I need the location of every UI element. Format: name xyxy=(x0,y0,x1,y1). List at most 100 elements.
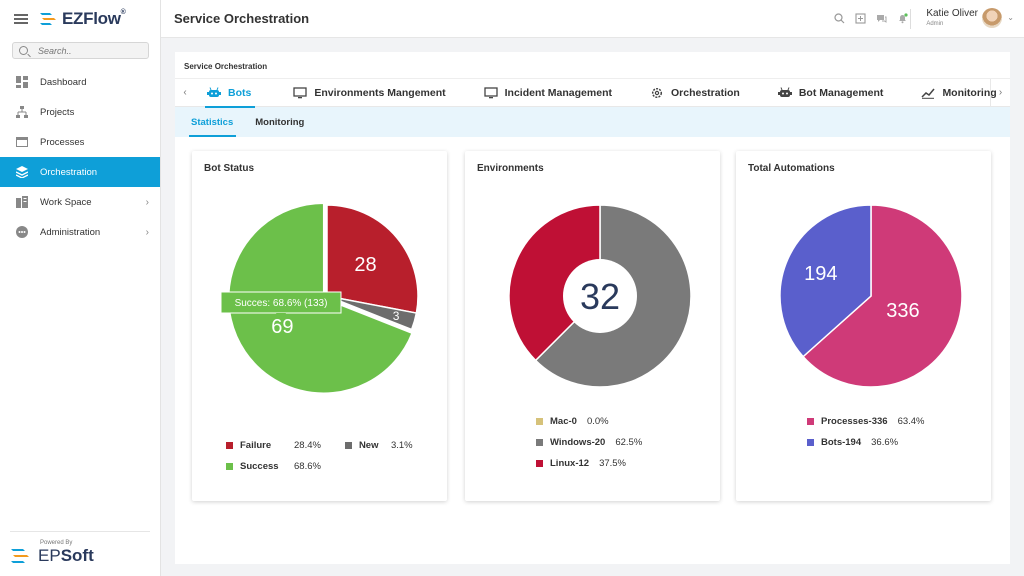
tab-monitoring[interactable]: Monitoring xyxy=(921,79,997,107)
tab-label: Orchestration xyxy=(670,86,740,99)
tab-orchestration[interactable]: Orchestration xyxy=(650,79,740,107)
slice-data-label: 3 xyxy=(393,309,400,323)
projects-icon xyxy=(16,106,28,118)
legend-label: Mac-0 xyxy=(550,416,577,427)
breadcrumb: Service Orchestration xyxy=(175,52,1010,79)
search-box[interactable] xyxy=(12,42,149,59)
legend-label: Failure xyxy=(240,440,272,451)
slice-data-label: 69 xyxy=(271,316,293,338)
legend-label: Success xyxy=(240,461,279,472)
legend-item[interactable]: New 3.1% xyxy=(344,440,413,451)
legend-label: Linux-12 xyxy=(550,458,590,469)
subtab-statistics[interactable]: Statistics xyxy=(188,107,237,137)
legend-swatch xyxy=(344,442,352,449)
legend-swatch xyxy=(807,439,814,446)
sidebar-item-projects[interactable]: Projects xyxy=(0,97,160,127)
sidebar-item-orchestration[interactable]: Orchestration xyxy=(0,157,160,187)
legend-label: Processes-336 xyxy=(821,416,888,427)
sidebar-item-work-space[interactable]: Work Space › xyxy=(0,187,160,217)
legend-percent: 28.4% xyxy=(294,440,321,451)
legend-swatch xyxy=(536,460,543,467)
card-title: Environments xyxy=(477,163,544,174)
sidebar-item-dashboard[interactable]: Dashboard xyxy=(0,67,160,97)
workspace-icon xyxy=(16,196,28,208)
total-automations-legend: Processes-336 63.4% Bots-194 36.6% xyxy=(807,411,925,453)
notification-bell-icon[interactable] xyxy=(896,12,908,24)
legend-item[interactable]: Success 68.6% xyxy=(226,461,321,472)
administration-icon xyxy=(16,226,28,238)
brand-bar: EZFlow® xyxy=(0,0,160,38)
ezflow-logo-icon xyxy=(40,13,56,25)
legend-label: Bots-194 xyxy=(821,437,862,448)
bot-icon xyxy=(777,86,792,99)
tab-label: Bot Management xyxy=(798,86,884,99)
powered-by: Powered By EPSoft xyxy=(10,531,150,566)
pie-slice[interactable] xyxy=(326,204,419,314)
legend-item[interactable]: Windows-20 62.5% xyxy=(536,437,642,448)
dashboard-icon xyxy=(16,76,28,88)
environments-legend: Mac-0 0.0% Windows-20 62.5% Linux-12 37.5% xyxy=(536,411,642,474)
user-name: Katie Oliver xyxy=(926,8,978,19)
card-title: Total Automations xyxy=(748,163,835,174)
pie-slice[interactable] xyxy=(326,295,418,331)
search-icon xyxy=(19,46,28,55)
top-header: Service Orchestration Katie Oliver Admin… xyxy=(161,0,1024,38)
chevron-down-icon[interactable]: ⌄ xyxy=(1007,13,1014,22)
add-box-icon[interactable] xyxy=(854,12,866,24)
environments-card: Environments 32 Mac-0 0.0% Windows-20 62.5%… xyxy=(465,151,720,501)
user-role: Admin xyxy=(926,21,944,27)
header-divider xyxy=(910,9,911,29)
subtab-bar: Statistics Monitoring xyxy=(175,107,1010,137)
sidebar-nav: Dashboard Projects Processes Orchestration W… xyxy=(0,67,160,247)
main-panel: Service Orchestration ‹ Bots Environments… xyxy=(175,52,1010,564)
app-logo-text: EZFlow® xyxy=(62,9,126,28)
sidebar-item-processes[interactable]: Processes xyxy=(0,127,160,157)
search-icon[interactable] xyxy=(833,12,845,24)
pie-slice[interactable] xyxy=(508,204,601,362)
search-input[interactable] xyxy=(38,45,138,56)
legend-percent: 3.1% xyxy=(390,440,413,451)
sidebar-item-label: Processes xyxy=(40,136,85,148)
tab-incident-management[interactable]: Incident Management xyxy=(483,79,612,107)
sidebar-item-label: Administration xyxy=(40,226,101,238)
subtab-monitoring[interactable]: Monitoring xyxy=(255,116,305,128)
orchestration-icon xyxy=(16,166,28,178)
slice-data-label: 336 xyxy=(886,300,919,322)
legend-item[interactable]: Linux-12 37.5% xyxy=(536,458,626,469)
legend-percent: 36.6% xyxy=(871,437,899,448)
legend-swatch xyxy=(807,418,814,425)
legend-item[interactable]: Failure 28.4% xyxy=(226,440,321,451)
trend-icon xyxy=(921,87,936,99)
hamburger-menu-icon[interactable] xyxy=(14,14,28,24)
chevron-right-icon: › xyxy=(145,226,149,238)
chat-icon[interactable] xyxy=(875,12,887,24)
legend-swatch xyxy=(226,463,233,470)
legend-percent: 62.5% xyxy=(615,437,643,448)
user-info[interactable]: Katie Oliver Admin xyxy=(926,8,978,27)
bot-status-pie-chart: 28 3 69 Succes: 68.6% (133) xyxy=(220,202,419,394)
tab-bot-management[interactable]: Bot Management xyxy=(777,79,884,107)
slice-data-label: 28 xyxy=(354,254,376,276)
monitor-icon xyxy=(483,86,498,99)
legend-item[interactable]: Processes-336 63.4% xyxy=(807,416,925,427)
legend-percent: 0.0% xyxy=(586,416,609,427)
sidebar-item-administration[interactable]: Administration › xyxy=(0,217,160,247)
total-automations-pie-chart: 336 194 xyxy=(779,204,963,388)
sidebar-item-label: Work Space xyxy=(40,196,92,208)
pie-slice[interactable] xyxy=(779,204,872,358)
legend-item[interactable]: Bots-194 36.6% xyxy=(807,437,898,448)
tab-environments-mangement[interactable]: Environments Mangement xyxy=(293,79,446,107)
legend-percent: 37.5% xyxy=(599,458,626,469)
tabs-scroll-right-icon[interactable]: › xyxy=(990,78,1010,107)
sidebar-item-label: Projects xyxy=(40,106,75,118)
legend-item[interactable]: Mac-0 0.0% xyxy=(536,416,609,427)
card-title: Bot Status xyxy=(204,163,254,174)
sidebar: EZFlow® Dashboard Projects Processes Orches… xyxy=(0,0,161,576)
avatar[interactable] xyxy=(982,8,1002,28)
tooltip-text: Succes: 68.6% (133) xyxy=(235,298,328,309)
tab-bots[interactable]: Bots xyxy=(204,79,256,108)
legend-percent: 63.4% xyxy=(897,416,925,427)
tabs-scroll-left-icon[interactable]: ‹ xyxy=(183,87,187,98)
pie-slice[interactable] xyxy=(802,204,963,388)
powered-by-label: Powered By xyxy=(40,540,73,546)
